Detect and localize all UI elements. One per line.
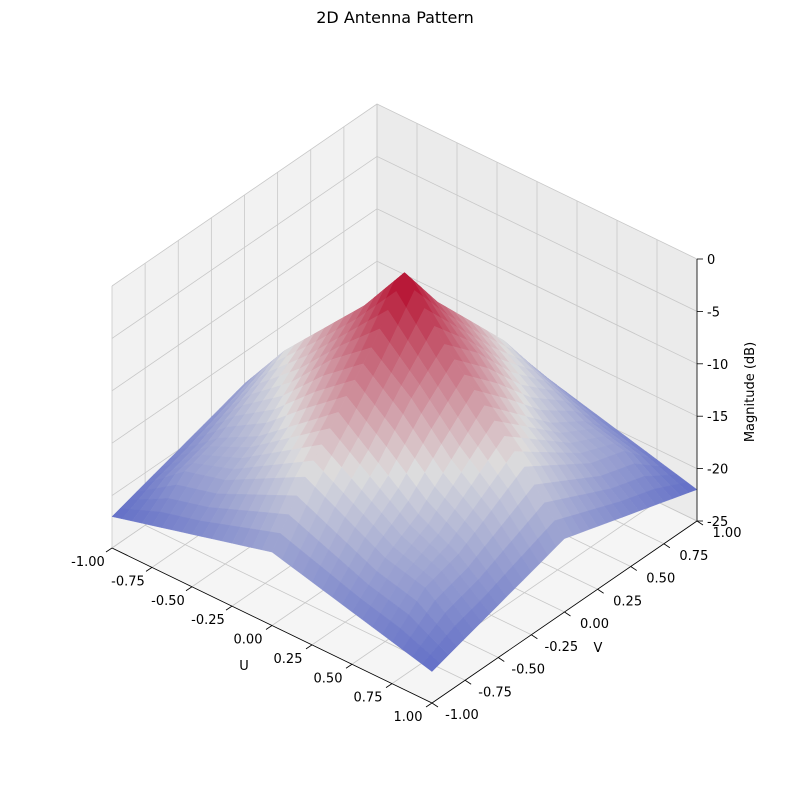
u-tick bbox=[425, 702, 433, 708]
wall-gridline-z bbox=[111, 155, 698, 339]
wall-gridline-z bbox=[111, 260, 698, 444]
z-tick-label: -20 bbox=[707, 463, 728, 478]
z-tick-label: -15 bbox=[707, 410, 728, 425]
v-tick-label: 1.00 bbox=[713, 526, 742, 541]
u-tick bbox=[385, 683, 393, 688]
v-tick-label: -0.50 bbox=[511, 663, 545, 678]
v-tick bbox=[663, 543, 671, 549]
u-tick-label: -0.50 bbox=[151, 594, 185, 609]
u-tick-label: 0.75 bbox=[354, 691, 383, 706]
u-tick bbox=[145, 567, 153, 572]
v-tick bbox=[431, 702, 439, 708]
u-tick bbox=[105, 547, 113, 553]
u-tick bbox=[345, 663, 353, 669]
wall-gridline-z bbox=[111, 103, 698, 287]
v-tick bbox=[630, 566, 637, 571]
u-tick-label: -0.75 bbox=[111, 574, 145, 589]
z-axis-label: Magnitude (dB) bbox=[743, 342, 758, 442]
u-tick bbox=[185, 586, 193, 592]
y-axis-label: V bbox=[594, 641, 603, 656]
z-tick-label: -5 bbox=[707, 305, 720, 320]
v-tick bbox=[531, 634, 538, 640]
z-tick-label: -25 bbox=[707, 515, 728, 530]
surface-patch bbox=[421, 654, 441, 672]
v-tick-label: -0.25 bbox=[545, 640, 579, 655]
u-tick bbox=[225, 605, 233, 611]
u-tick-label: 1.00 bbox=[394, 710, 423, 725]
z-tick-label: 0 bbox=[707, 253, 715, 268]
v-tick bbox=[597, 588, 604, 594]
axes-ticks: -1.00-0.75-0.50-0.250.000.250.500.751.00… bbox=[71, 253, 741, 725]
v-tick bbox=[464, 679, 472, 685]
u-tick bbox=[265, 625, 273, 630]
v-tick bbox=[498, 657, 505, 662]
u-tick-label: 0.00 bbox=[234, 633, 263, 648]
u-tick-label: 0.25 bbox=[274, 652, 303, 667]
u-tick bbox=[305, 644, 313, 650]
v-tick bbox=[564, 611, 571, 617]
u-tick-label: 0.50 bbox=[314, 671, 343, 686]
v-tick bbox=[696, 520, 704, 526]
chart-title: 2D Antenna Pattern bbox=[316, 8, 474, 27]
x-axis-label: U bbox=[239, 659, 249, 674]
v-tick-label: 0.50 bbox=[646, 572, 675, 587]
z-tick-label: -10 bbox=[707, 358, 728, 373]
v-tick-label: -0.75 bbox=[478, 685, 512, 700]
surface-plot bbox=[111, 272, 698, 672]
u-tick-label: -1.00 bbox=[71, 555, 105, 570]
wall-gridline-z bbox=[111, 208, 698, 392]
v-tick-label: 0.75 bbox=[679, 549, 708, 564]
u-tick-label: -0.25 bbox=[191, 613, 225, 628]
v-tick-label: 0.25 bbox=[613, 594, 642, 609]
v-tick-label: -1.00 bbox=[445, 708, 479, 723]
v-tick-label: 0.00 bbox=[580, 617, 609, 632]
